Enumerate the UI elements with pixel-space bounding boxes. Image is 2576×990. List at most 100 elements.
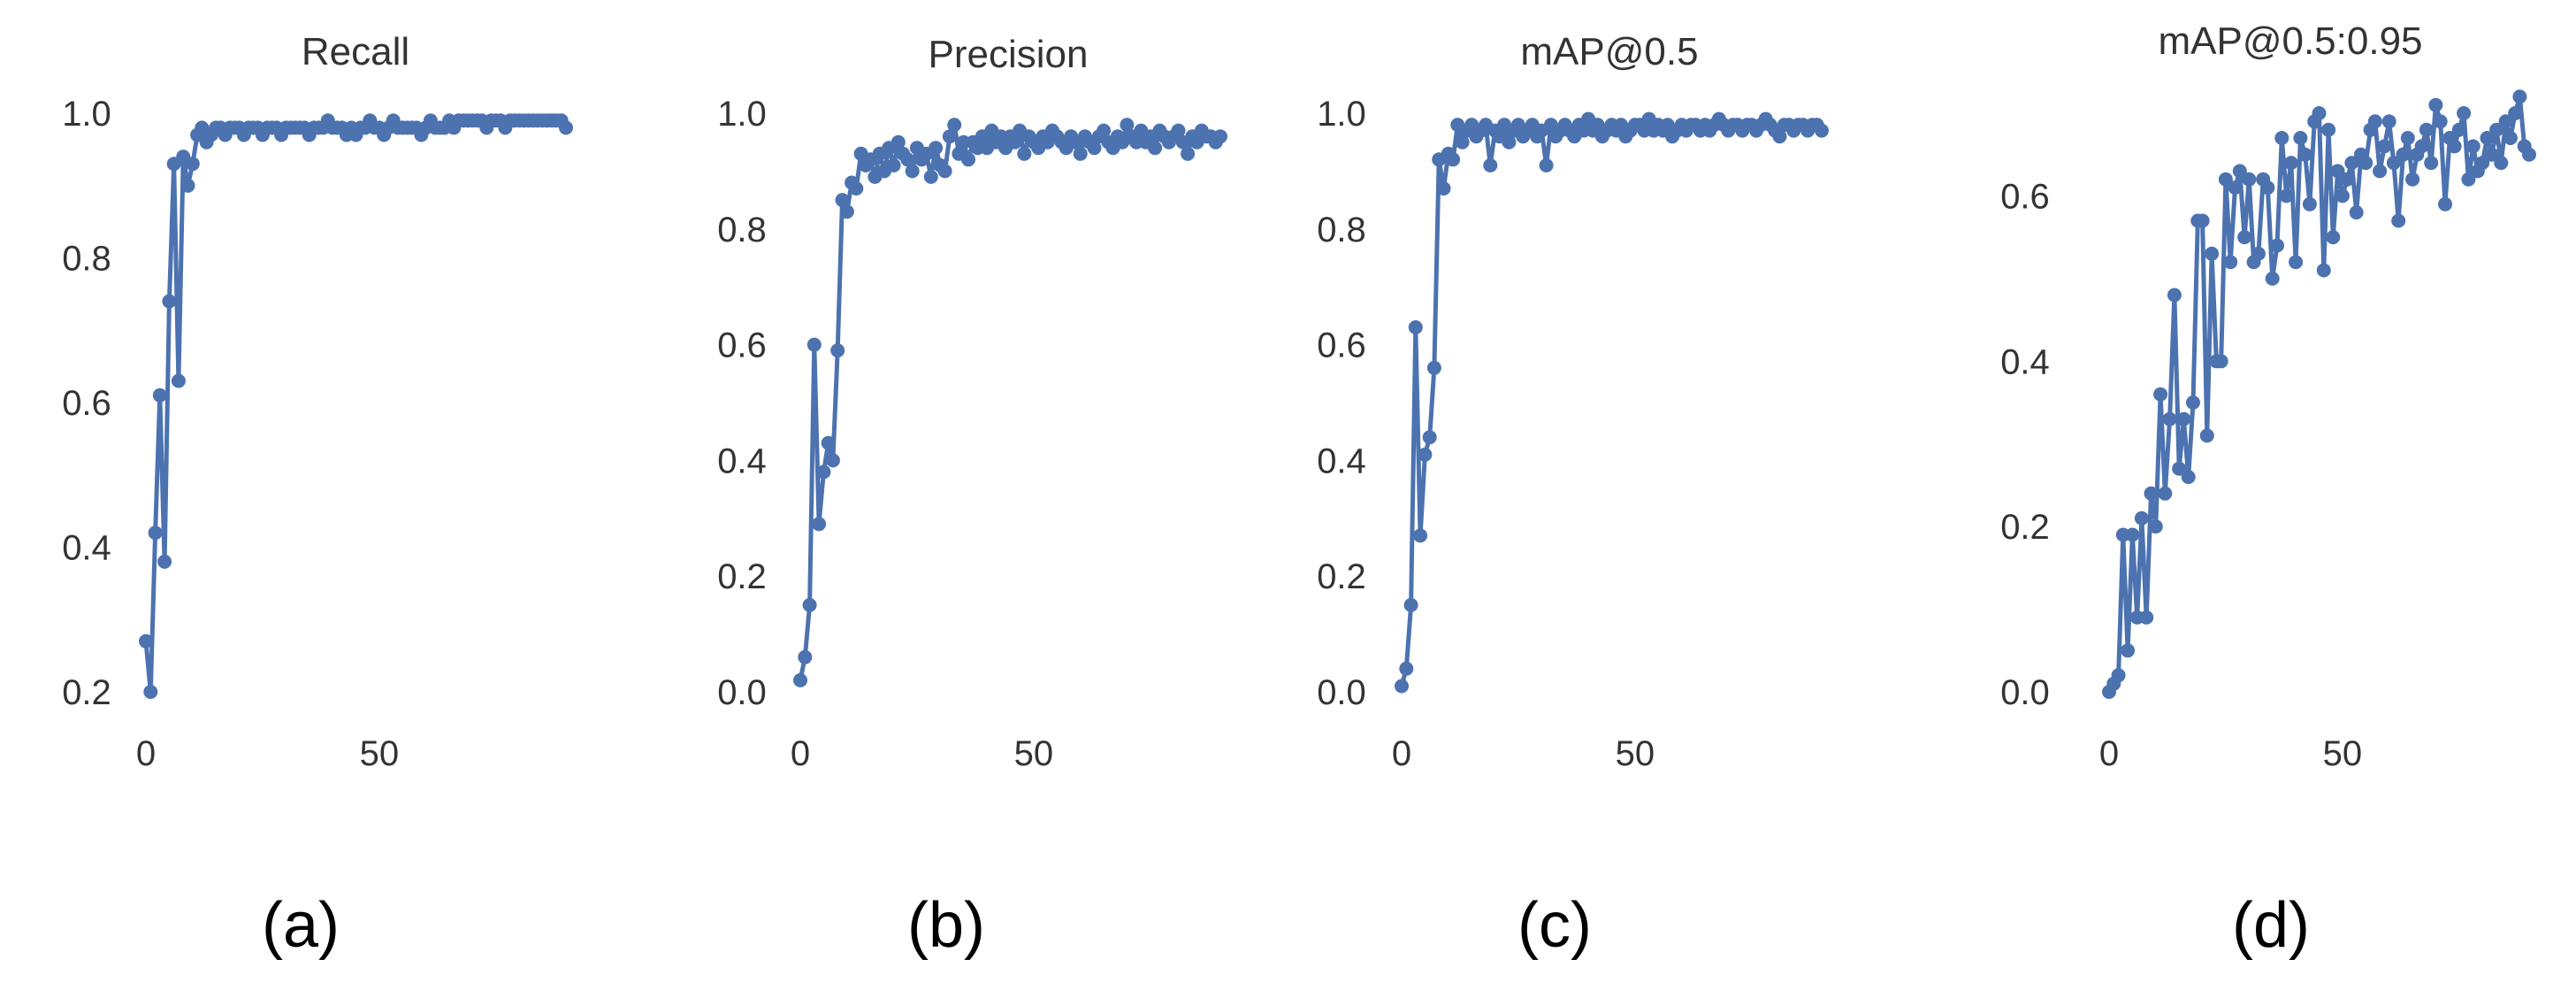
data-point: [2270, 238, 2284, 253]
data-point: [143, 685, 158, 699]
y-tick-label: 0.4: [717, 441, 767, 480]
data-point: [148, 526, 163, 541]
data-point: [2508, 106, 2523, 120]
y-tick-label: 0.0: [717, 673, 767, 712]
y-tick-label: 0.6: [2000, 177, 2050, 216]
y-tick-label: 1.0: [1317, 95, 1366, 134]
data-point: [1073, 146, 1088, 161]
y-tick-label: 0.8: [62, 240, 111, 279]
x-tick-label: 0: [791, 734, 810, 773]
data-point: [2274, 131, 2289, 145]
data-point: [2297, 147, 2312, 162]
data-point: [2158, 486, 2173, 501]
data-point: [1772, 129, 1787, 144]
y-tick-label: 0.2: [2000, 508, 2050, 547]
data-point: [2522, 147, 2536, 162]
series-line-recall: [143, 118, 569, 695]
data-point: [2414, 139, 2429, 154]
data-point: [2312, 106, 2327, 120]
data-point: [1120, 118, 1135, 133]
data-point: [2438, 196, 2452, 211]
data-point: [2461, 172, 2476, 187]
data-point: [802, 597, 817, 612]
data-point: [2237, 230, 2252, 245]
data-point: [162, 294, 177, 309]
data-point: [2321, 122, 2336, 137]
data-point: [793, 672, 807, 687]
data-point: [2153, 387, 2168, 402]
data-point: [1017, 146, 1032, 161]
data-point: [2223, 255, 2238, 270]
y-tick-label: 0.2: [717, 557, 767, 596]
data-point: [2503, 131, 2518, 145]
data-point: [2181, 470, 2196, 485]
data-point: [1087, 141, 1102, 156]
x-tick-label: 0: [2099, 734, 2119, 773]
data-point: [1399, 661, 1414, 676]
y-tick-label: 0.8: [717, 211, 767, 249]
panel-map50-95: mAP@0.5:0.95 0.0 0.2 0.4 0.6 0 50 (d): [2000, 19, 2536, 961]
data-point: [2419, 122, 2434, 137]
data-point: [2386, 156, 2401, 171]
data-point: [923, 169, 938, 184]
y-tick-label: 0.0: [1317, 673, 1366, 712]
y-tick-label: 0.4: [62, 529, 111, 568]
data-point: [2457, 106, 2472, 120]
data-point: [2451, 122, 2466, 137]
y-tick-label: 0.2: [1317, 557, 1366, 596]
data-point: [1413, 528, 1428, 543]
data-point: [2283, 156, 2298, 171]
data-point: [816, 464, 831, 480]
x-tick-label: 50: [360, 734, 400, 773]
data-point: [2148, 519, 2163, 534]
data-point: [1395, 679, 1409, 694]
data-point: [2265, 271, 2280, 286]
data-point: [2293, 131, 2308, 145]
data-point: [2121, 643, 2136, 658]
data-point: [171, 373, 186, 388]
data-point: [1502, 134, 1517, 150]
data-point: [2480, 131, 2495, 145]
data-point: [2377, 139, 2392, 154]
data-point: [2381, 114, 2396, 129]
data-point: [830, 343, 845, 358]
data-point: [2228, 180, 2243, 196]
data-point: [886, 157, 901, 173]
data-point: [2512, 89, 2527, 104]
data-point: [152, 388, 167, 403]
panel-caption: (d): [2232, 890, 2310, 961]
data-point: [2111, 668, 2126, 683]
data-point: [2162, 411, 2177, 426]
data-point: [1007, 134, 1022, 150]
data-point: [2251, 246, 2266, 261]
data-point: [1408, 320, 1423, 334]
data-point: [2489, 122, 2504, 137]
data-point: [2134, 510, 2149, 526]
data-point: [2373, 164, 2388, 179]
panel-precision: Precision 0.0 0.2 0.4 0.6 0.8 1.0 0 50 (b): [717, 33, 1227, 961]
data-point: [1171, 123, 1186, 138]
data-point: [2335, 188, 2350, 203]
data-point: [1426, 360, 1441, 375]
data-point: [2358, 156, 2373, 171]
data-point: [2484, 147, 2499, 162]
data-point: [2447, 139, 2462, 154]
data-point: [2125, 527, 2140, 542]
data-point: [1436, 181, 1451, 196]
panel-caption: (c): [1517, 890, 1592, 961]
chart-title: Precision: [929, 33, 1089, 76]
data-point: [1539, 157, 1554, 173]
data-point: [1815, 123, 1829, 138]
data-point: [2405, 172, 2420, 187]
data-point: [961, 152, 975, 167]
data-point: [2391, 213, 2406, 228]
data-point: [2400, 131, 2415, 145]
data-point: [1418, 447, 1433, 462]
data-point: [947, 118, 962, 133]
data-point: [2330, 164, 2345, 179]
data-point: [2144, 486, 2159, 501]
data-point: [1097, 123, 1112, 138]
chart-title: Recall: [302, 30, 409, 73]
data-point: [1403, 597, 1418, 612]
